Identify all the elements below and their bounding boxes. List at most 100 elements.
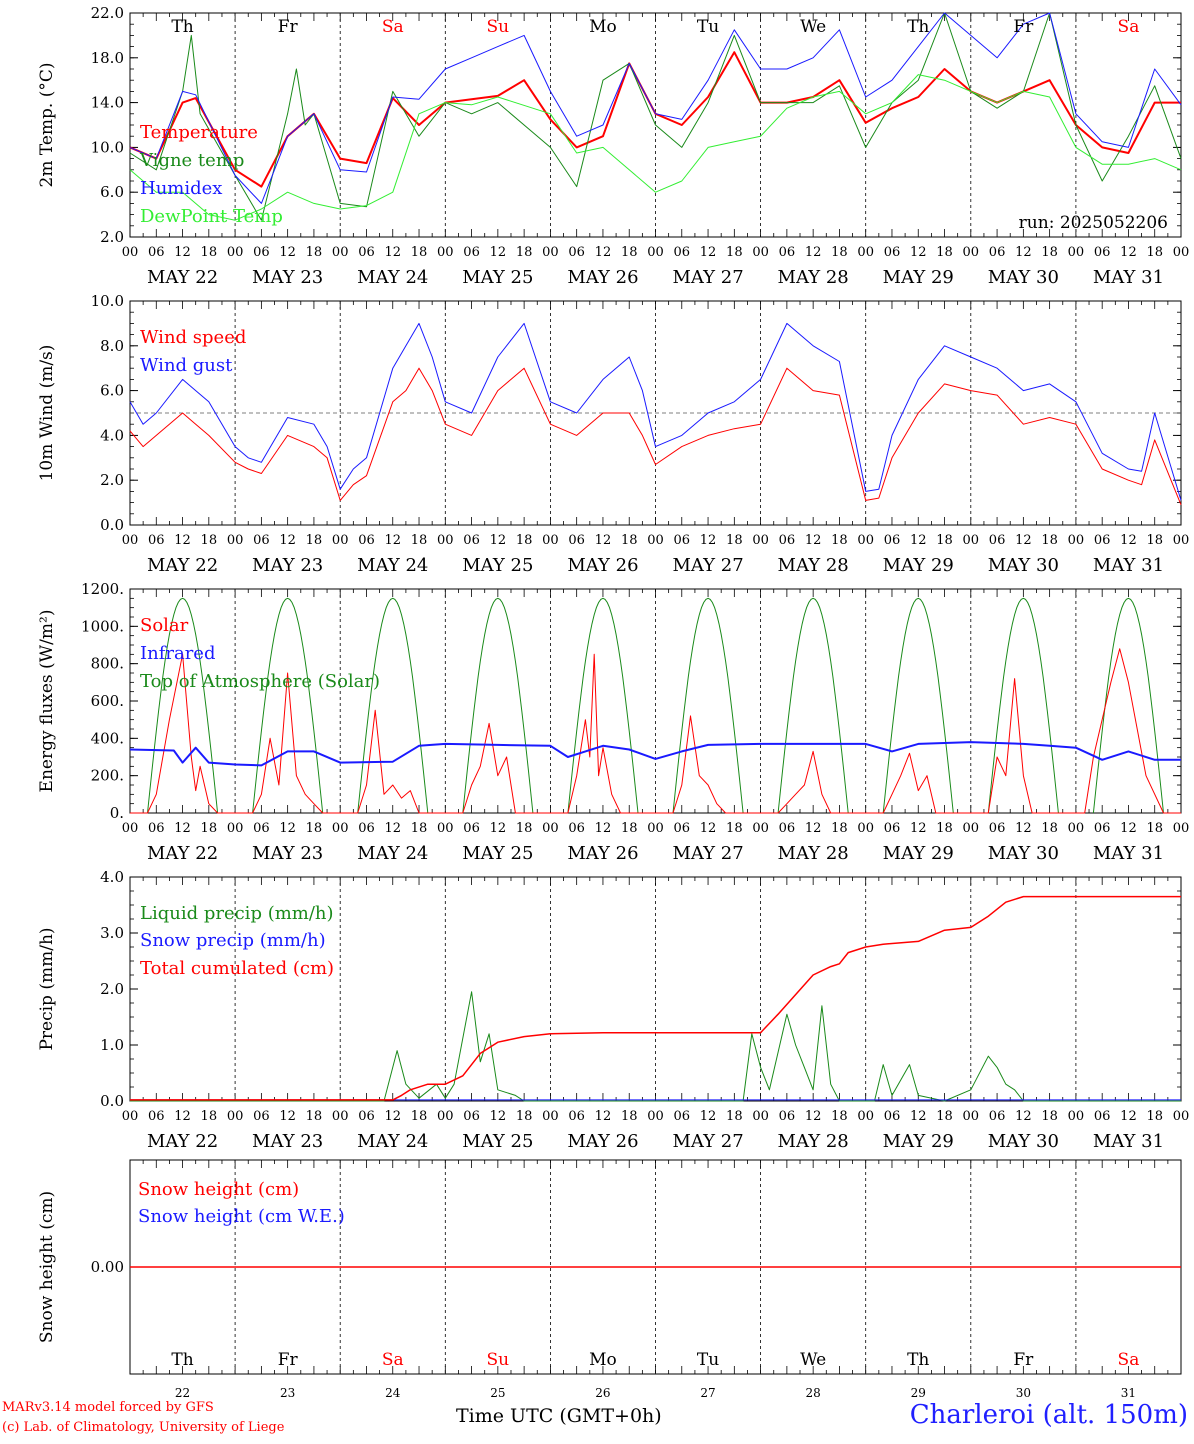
date-label: MAY 28 — [778, 555, 849, 576]
hour-tick-label: 18 — [201, 245, 218, 260]
hour-tick-label: 00 — [857, 533, 874, 548]
legend-entry: Humidex — [140, 178, 222, 199]
y-tick-label: 2.0 — [100, 228, 124, 246]
hour-tick-label: 06 — [674, 245, 691, 260]
y-tick-label: 10.0 — [91, 292, 124, 310]
hour-tick-label: 06 — [568, 821, 585, 836]
hour-tick-label: 18 — [306, 245, 323, 260]
hour-tick-label: 00 — [752, 533, 769, 548]
hour-tick-label: 06 — [358, 1109, 375, 1124]
hour-tick-label: 12 — [1015, 1109, 1032, 1124]
day-name-label: Sa — [1118, 1350, 1140, 1370]
hour-tick-label: 18 — [306, 821, 323, 836]
hour-tick-label: 18 — [516, 245, 533, 260]
hour-tick-label: 18 — [621, 533, 638, 548]
date-label: MAY 25 — [462, 1131, 533, 1152]
hour-tick-label: 18 — [621, 821, 638, 836]
hour-tick-label: 06 — [148, 245, 165, 260]
hour-tick-label: 18 — [1041, 245, 1058, 260]
date-label: MAY 31 — [1093, 1131, 1164, 1152]
day-name-label: Fr — [278, 17, 299, 37]
date-label: MAY 25 — [462, 267, 533, 288]
date-label: MAY 23 — [252, 555, 323, 576]
day-number-label: 28 — [806, 1386, 821, 1400]
series-line-toa-solar — [147, 597, 1164, 814]
hour-tick-label: 06 — [253, 245, 270, 260]
day-name-label: Th — [907, 1350, 929, 1370]
hour-tick-label: 00 — [963, 533, 980, 548]
hour-tick-label: 06 — [253, 1109, 270, 1124]
hour-tick-label: 12 — [910, 821, 927, 836]
day-name-label: We — [800, 17, 826, 37]
legend-entry: Liquid precip (mm/h) — [140, 903, 334, 924]
date-label: MAY 22 — [147, 843, 218, 864]
hour-tick-label: 18 — [936, 533, 953, 548]
hour-tick-label: 18 — [831, 245, 848, 260]
hour-tick-label: 00 — [1173, 245, 1190, 260]
hour-tick-label: 12 — [1015, 533, 1032, 548]
date-label: MAY 27 — [672, 555, 743, 576]
date-label: MAY 27 — [672, 1131, 743, 1152]
legend-entry: Top of Atmosphere (Solar) — [140, 671, 380, 692]
hour-tick-label: 18 — [831, 1109, 848, 1124]
hour-tick-label: 00 — [1173, 1109, 1190, 1124]
y-tick-label: 3.0 — [100, 924, 124, 942]
series-line-wind-gust — [129, 322, 1182, 501]
hour-tick-label: 12 — [595, 533, 612, 548]
hour-tick-label: 12 — [805, 245, 822, 260]
date-label: MAY 29 — [883, 267, 954, 288]
hour-tick-label: 12 — [174, 821, 191, 836]
y-tick-label: 0. — [110, 804, 124, 822]
legend-entry: Snow height (cm) — [138, 1179, 299, 1200]
time-axis-label: Time UTC (GMT+0h) — [456, 1405, 662, 1427]
hour-tick-label: 12 — [279, 821, 296, 836]
hour-tick-label: 12 — [490, 533, 507, 548]
hour-tick-label: 00 — [1068, 821, 1085, 836]
y-tick-label: 600. — [91, 692, 124, 710]
date-label: MAY 29 — [883, 555, 954, 576]
y-tick-label: 1200. — [81, 580, 124, 598]
y-tick-label: 1.0 — [100, 1036, 124, 1054]
day-number-label: 23 — [280, 1386, 295, 1400]
model-credit-line1: MARv3.14 model forced by GFS — [2, 1400, 214, 1415]
date-label: MAY 24 — [357, 1131, 428, 1152]
hour-tick-label: 18 — [936, 821, 953, 836]
hour-tick-label: 18 — [306, 1109, 323, 1124]
hour-tick-label: 00 — [857, 245, 874, 260]
model-credit-line2: (c) Lab. of Climatology, University of L… — [2, 1420, 285, 1435]
legend-entry: Temperature — [140, 122, 258, 143]
hour-tick-label: 18 — [1146, 821, 1163, 836]
hour-tick-label: 00 — [1068, 533, 1085, 548]
hour-tick-label: 06 — [358, 821, 375, 836]
hour-tick-label: 06 — [674, 533, 691, 548]
legend-entry: Infrared — [140, 643, 215, 664]
hour-tick-label: 06 — [1094, 821, 1111, 836]
day-number-label: 26 — [595, 1386, 610, 1400]
y-tick-label: 400. — [91, 729, 124, 747]
date-label: MAY 30 — [988, 843, 1059, 864]
plot-frame — [129, 588, 1182, 814]
run-label: run: 2025052206 — [1019, 213, 1168, 233]
hour-tick-label: 12 — [1120, 1109, 1137, 1124]
date-label: MAY 26 — [567, 267, 638, 288]
day-number-label: 22 — [175, 1386, 190, 1400]
date-label: MAY 30 — [988, 267, 1059, 288]
hour-tick-label: 12 — [805, 533, 822, 548]
hour-tick-label: 00 — [227, 533, 244, 548]
hour-tick-label: 06 — [568, 533, 585, 548]
hour-tick-label: 06 — [463, 245, 480, 260]
hour-tick-label: 00 — [542, 1109, 559, 1124]
y-tick-label: 6.0 — [100, 382, 124, 400]
hour-tick-label: 00 — [437, 245, 454, 260]
hour-tick-label: 18 — [1041, 821, 1058, 836]
hour-tick-label: 06 — [1094, 533, 1111, 548]
date-label: MAY 23 — [252, 843, 323, 864]
day-name-label: Tu — [697, 1350, 719, 1370]
hour-tick-label: 00 — [752, 1109, 769, 1124]
y-tick-label: 10.0 — [91, 138, 124, 156]
legend-entry: Wind speed — [140, 327, 246, 348]
hour-tick-label: 06 — [989, 1109, 1006, 1124]
y-axis-label: Precip (mm/h) — [37, 927, 57, 1050]
